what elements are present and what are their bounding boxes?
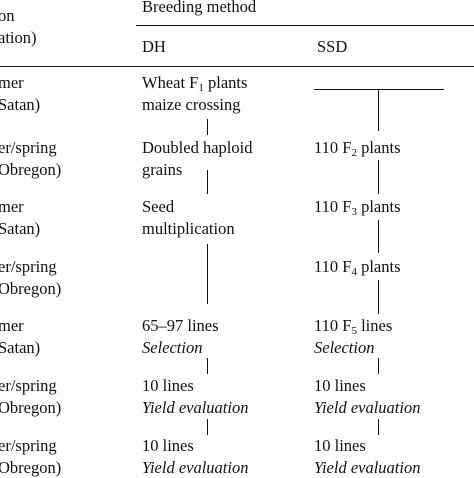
dh-connector-1 [207, 119, 208, 135]
row-3-ssd-value: 110 F3 plants [314, 197, 401, 218]
dh-connector-3 [207, 244, 208, 304]
row-6-location-line2: Obregon) [0, 398, 62, 417]
dh-connector-5 [207, 358, 208, 374]
row-6-location-line1: er/spring [0, 376, 57, 395]
row-2-ssd-value: 110 F2 plants [314, 138, 401, 159]
row-7-dh-line1: 10 lines [142, 436, 194, 455]
row-7-location-line1: er/spring [0, 436, 57, 455]
row-6-ssd-line1: 10 lines [314, 376, 366, 395]
row-3-dh-line1: Seed [142, 197, 175, 216]
row-5-dh-line1: 65–97 lines [142, 316, 219, 335]
row-1-location-line2: Satan) [0, 95, 41, 114]
row-1-dh-line2: maize crossing [142, 95, 241, 114]
ssd-connector-4 [378, 280, 379, 314]
row-6-dh-line1: 10 lines [142, 376, 194, 395]
ssd-header: SSD [317, 37, 348, 56]
row-2-dh-line1: Doubled haploid [142, 138, 253, 157]
ssd-connector-5 [378, 358, 379, 374]
row-3-location-line1: mer [0, 197, 24, 216]
row-4-ssd-value: 110 F4 plants [314, 257, 401, 278]
row-7-ssd-line2: Yield evaluation [314, 458, 421, 477]
row-2-dh-line2: grains [142, 160, 183, 179]
ssd-connector-6 [378, 419, 379, 435]
row-1-location-line1: mer [0, 73, 24, 92]
row-5-ssd-value: 110 F5 lines [314, 316, 393, 337]
row-2-location-line2: Obregon) [0, 160, 62, 179]
breeding-method-header: Breeding method [142, 0, 257, 16]
row-5-ssd-line2: Selection [314, 338, 375, 357]
ssd-start-bracket [314, 89, 444, 90]
ssd-connector-3 [378, 220, 379, 253]
column-header-location-line2: ation) [0, 28, 37, 47]
header-divider [136, 25, 474, 26]
row-2-location-line1: er/spring [0, 138, 57, 157]
row-5-location-line1: mer [0, 316, 24, 335]
ssd-connector-2 [378, 160, 379, 194]
row-7-dh-line2: Yield evaluation [142, 458, 249, 477]
row-6-dh-line2: Yield evaluation [142, 398, 249, 417]
row-4-location-line2: Obregon) [0, 279, 62, 298]
row-1-dh-line1: Wheat F1 plants [142, 73, 248, 94]
dh-connector-6 [207, 419, 208, 435]
row-7-location-line2: Obregon) [0, 458, 62, 477]
dh-header: DH [142, 37, 166, 56]
row-6-ssd-line2: Yield evaluation [314, 398, 421, 417]
column-header-location-line1: on [0, 6, 15, 25]
ssd-connector-0 [378, 89, 379, 131]
row-4-location-line1: er/spring [0, 257, 57, 276]
row-3-dh-line2: multiplication [142, 219, 235, 238]
row-5-dh-line2: Selection [142, 338, 203, 357]
row-5-location-line2: Satan) [0, 338, 41, 357]
row-3-location-line2: Satan) [0, 219, 41, 238]
dh-connector-2 [207, 170, 208, 194]
table-header-rule [0, 66, 474, 67]
row-7-ssd-line1: 10 lines [314, 436, 366, 455]
